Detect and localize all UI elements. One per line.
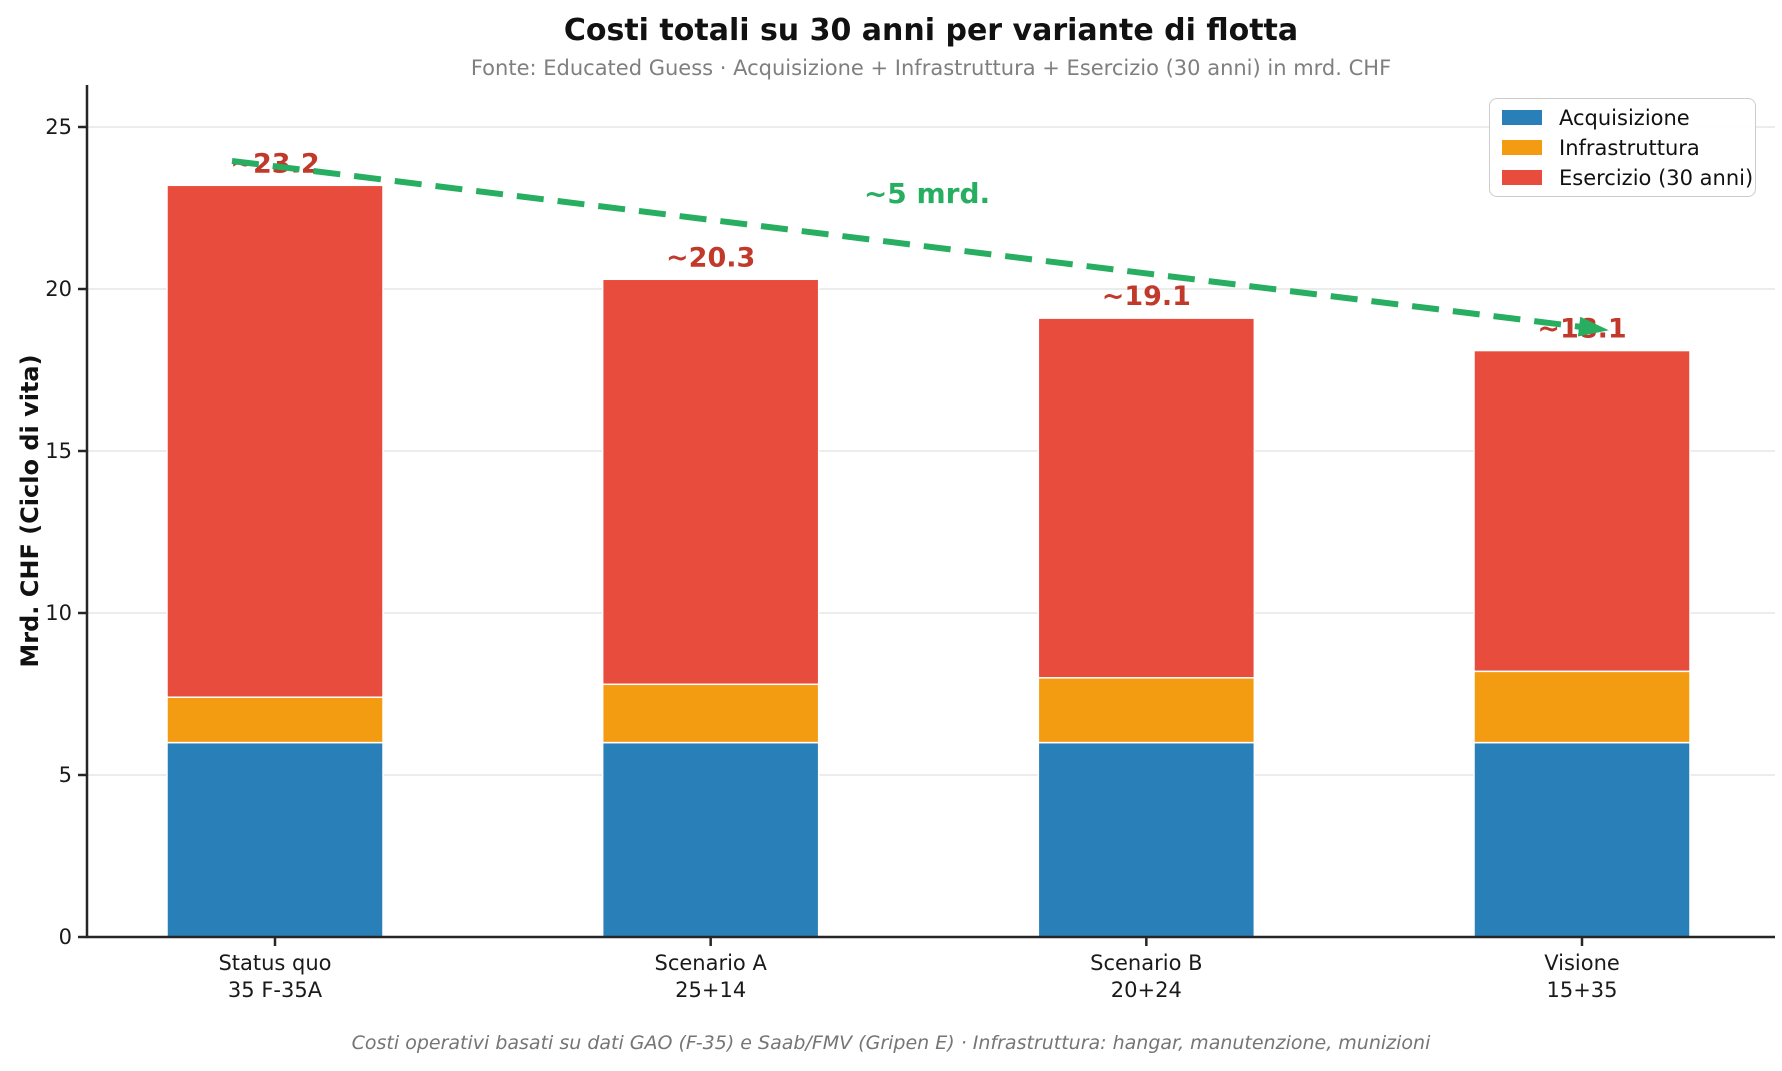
bar-segment-esercizio-30-anni — [166, 184, 384, 698]
chart-subtitle: Fonte: Educated Guess · Acquisizione + I… — [470, 56, 1392, 80]
footer-note: Costi operativi basati su dati GAO (F-35… — [351, 1032, 1431, 1054]
x-tick-label: Scenario B 20+24 — [1090, 951, 1202, 1002]
bar-segment-infrastruttura — [166, 696, 384, 744]
legend-item-esercizio-30-anni: Esercizio (30 anni) — [1502, 166, 1753, 190]
legend-item-label: Infrastruttura — [1559, 135, 1700, 160]
legend-swatch — [1502, 110, 1542, 125]
bar-segment-infrastruttura — [1473, 670, 1691, 744]
legend-swatch — [1502, 170, 1542, 185]
y-tick-label: 25 — [45, 115, 72, 139]
y-tick-label: 15 — [45, 439, 72, 463]
bar-total-label: ~20.3 — [666, 242, 755, 273]
bar-segment-infrastruttura — [601, 683, 820, 744]
x-tick-label: Status quo 35 F-35A — [218, 951, 331, 1002]
bar-total-label: ~18.1 — [1537, 314, 1626, 345]
legend-item-acquisizione: Acquisizione — [1502, 105, 1743, 130]
trend-annotation: ~5 mrd. — [864, 177, 990, 210]
bar-segment-acquisizione — [601, 741, 820, 938]
y-tick-label: 0 — [59, 925, 72, 949]
x-tick-label: Scenario A 25+14 — [654, 951, 767, 1002]
y-tick-label: 20 — [45, 277, 72, 301]
bar-segment-esercizio-30-anni — [1037, 317, 1256, 679]
y-tick-label: 10 — [45, 601, 72, 625]
legend-item-label: Esercizio (30 anni) — [1559, 165, 1754, 190]
bar-segment-acquisizione — [1037, 741, 1256, 938]
x-tick-label: Visione 15+35 — [1544, 951, 1620, 1002]
chart-title: Costi totali su 30 anni per variante di … — [563, 13, 1299, 48]
bar-segment-esercizio-30-anni — [1473, 349, 1691, 673]
bar-segment-infrastruttura — [1037, 677, 1256, 744]
legend-item-label: Acquisizione — [1559, 105, 1690, 130]
legend: Acquisizione Infrastruttura Esercizio (30 … — [1489, 98, 1756, 197]
trend-line — [231, 158, 1609, 337]
legend-swatch — [1502, 140, 1542, 155]
y-tick-label: 5 — [59, 763, 72, 787]
bar-total-label: ~19.1 — [1102, 281, 1191, 312]
bar-segment-esercizio-30-anni — [601, 278, 820, 686]
bar-segment-acquisizione — [1473, 741, 1691, 938]
bar-segment-acquisizione — [166, 741, 384, 938]
legend-item-infrastruttura: Infrastruttura — [1502, 135, 1743, 160]
